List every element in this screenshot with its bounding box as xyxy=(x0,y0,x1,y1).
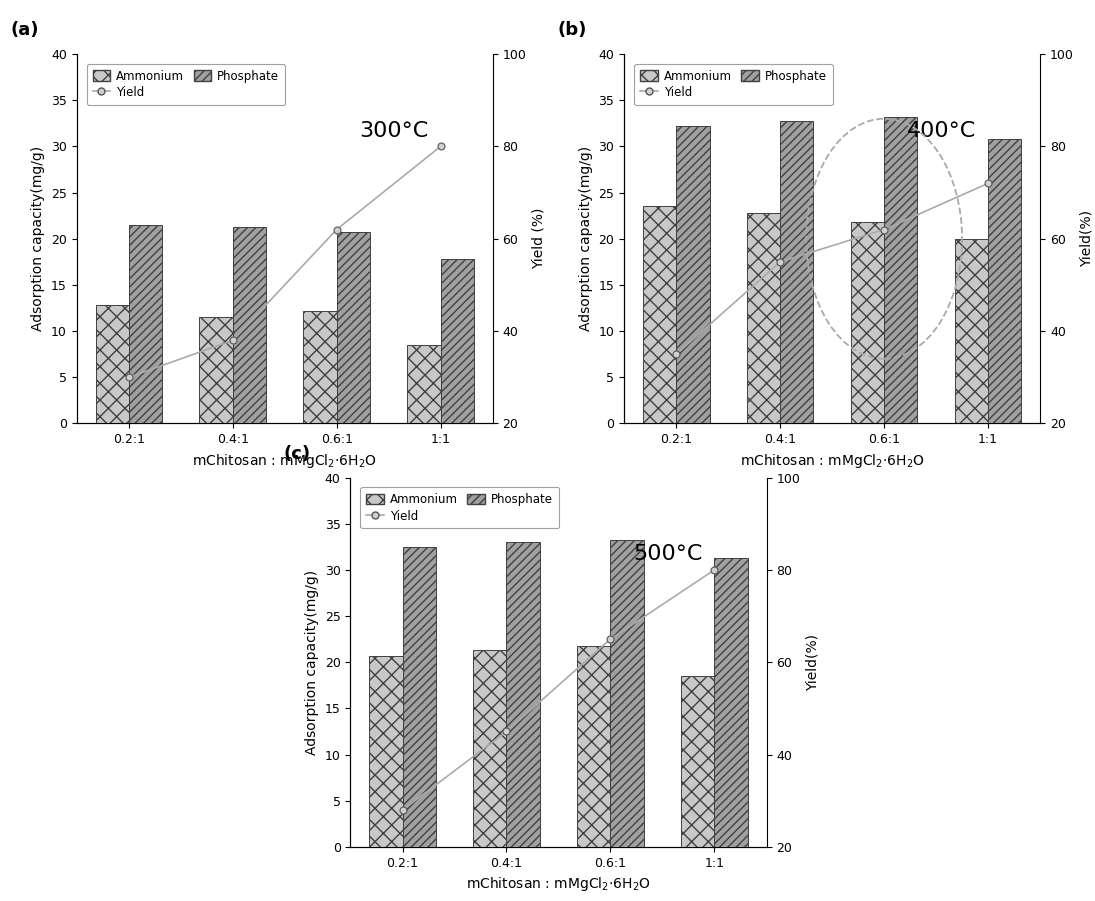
Bar xyxy=(199,317,233,423)
X-axis label: mChitosan : mMgCl$_2$·6H$_2$O: mChitosan : mMgCl$_2$·6H$_2$O xyxy=(466,875,650,893)
Bar xyxy=(677,126,710,423)
Text: (b): (b) xyxy=(557,22,587,40)
Bar xyxy=(403,547,436,847)
Legend: Ammonium, Yield, Phosphate: Ammonium, Yield, Phosphate xyxy=(360,487,558,529)
Bar xyxy=(440,259,474,423)
Text: (a): (a) xyxy=(10,22,38,40)
Bar xyxy=(851,223,884,423)
Text: (c): (c) xyxy=(284,445,311,463)
Bar xyxy=(714,558,748,847)
Bar xyxy=(577,646,610,847)
Yield xyxy=(500,726,514,737)
Bar xyxy=(303,311,336,423)
Yield xyxy=(123,372,136,383)
Y-axis label: Adsorption capacity(mg/g): Adsorption capacity(mg/g) xyxy=(32,146,46,332)
Bar xyxy=(369,656,403,847)
Bar xyxy=(781,121,814,423)
Y-axis label: Adsorption capacity(mg/g): Adsorption capacity(mg/g) xyxy=(579,146,593,332)
Bar xyxy=(988,139,1022,423)
Line: Yield: Yield xyxy=(399,567,718,814)
Bar xyxy=(129,225,162,423)
Bar xyxy=(407,345,440,423)
Y-axis label: Yield(%): Yield(%) xyxy=(806,633,820,691)
Bar xyxy=(747,213,781,423)
Yield xyxy=(227,335,240,346)
Line: Yield: Yield xyxy=(672,180,992,358)
Yield xyxy=(981,177,994,188)
Bar xyxy=(336,232,370,423)
Bar xyxy=(233,227,266,423)
Text: 500°C: 500°C xyxy=(633,544,703,564)
Yield xyxy=(330,224,343,235)
Yield xyxy=(707,564,721,576)
Yield xyxy=(774,257,787,268)
Line: Yield: Yield xyxy=(125,143,445,381)
Yield xyxy=(396,805,410,815)
Y-axis label: Yield (%): Yield (%) xyxy=(532,208,546,269)
Bar xyxy=(643,206,677,423)
Bar xyxy=(507,542,540,847)
Text: 300°C: 300°C xyxy=(359,121,429,141)
Bar xyxy=(884,117,918,423)
Y-axis label: Yield(%): Yield(%) xyxy=(1080,210,1094,268)
X-axis label: mChitosan : mMgCl$_2$·6H$_2$O: mChitosan : mMgCl$_2$·6H$_2$O xyxy=(193,451,377,469)
Bar xyxy=(955,239,988,423)
Legend: Ammonium, Yield, Phosphate: Ammonium, Yield, Phosphate xyxy=(87,64,285,105)
Legend: Ammonium, Yield, Phosphate: Ammonium, Yield, Phosphate xyxy=(634,64,832,105)
Bar xyxy=(95,305,129,423)
Y-axis label: Adsorption capacity(mg/g): Adsorption capacity(mg/g) xyxy=(306,569,320,755)
Bar xyxy=(610,541,644,847)
X-axis label: mChitosan : mMgCl$_2$·6H$_2$O: mChitosan : mMgCl$_2$·6H$_2$O xyxy=(740,451,924,469)
Bar xyxy=(473,651,507,847)
Text: 400°C: 400°C xyxy=(907,121,977,141)
Yield xyxy=(670,349,683,359)
Yield xyxy=(434,141,447,151)
Yield xyxy=(603,633,616,644)
Yield xyxy=(877,224,890,235)
Bar xyxy=(681,676,714,847)
